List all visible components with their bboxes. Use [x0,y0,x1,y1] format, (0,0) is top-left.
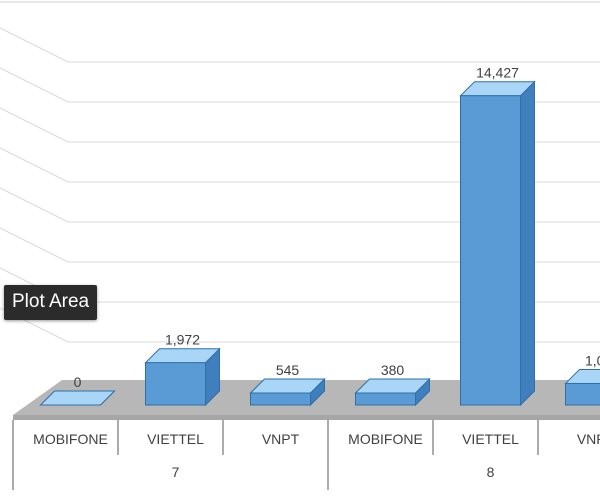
gridline [0,67,600,103]
gridline [0,147,600,183]
bar [565,382,600,406]
data-label: 380 [381,362,405,378]
data-label: 1,972 [165,332,200,348]
plot-area-tooltip: Plot Area [4,285,98,320]
data-label: 545 [276,362,300,378]
gridline [0,187,600,223]
bar [250,392,311,406]
bar-side [520,80,535,407]
category-tick-label: VNPT [577,431,600,447]
category-tick-label: MOBIFONE [348,431,423,447]
gridline [0,27,600,63]
gridline [0,107,600,143]
data-label: 0 [74,374,82,390]
data-label: 14,427 [476,65,519,81]
bar-top [39,390,116,406]
group-tick-label: 8 [487,464,495,480]
category-tick-label: VIETTEL [147,431,204,447]
bar [145,362,206,406]
gridline [0,227,600,263]
bar [355,392,416,406]
category-tick-label: VIETTEL [462,431,519,447]
category-tick-label: VNPT [262,431,300,447]
bar-top [564,368,600,384]
category-tick-label: MOBIFONE [33,431,108,447]
chart-floor-edge [13,415,600,420]
data-label: 1,005 [585,352,600,368]
group-tick-label: 7 [172,464,180,480]
bar [460,95,521,406]
